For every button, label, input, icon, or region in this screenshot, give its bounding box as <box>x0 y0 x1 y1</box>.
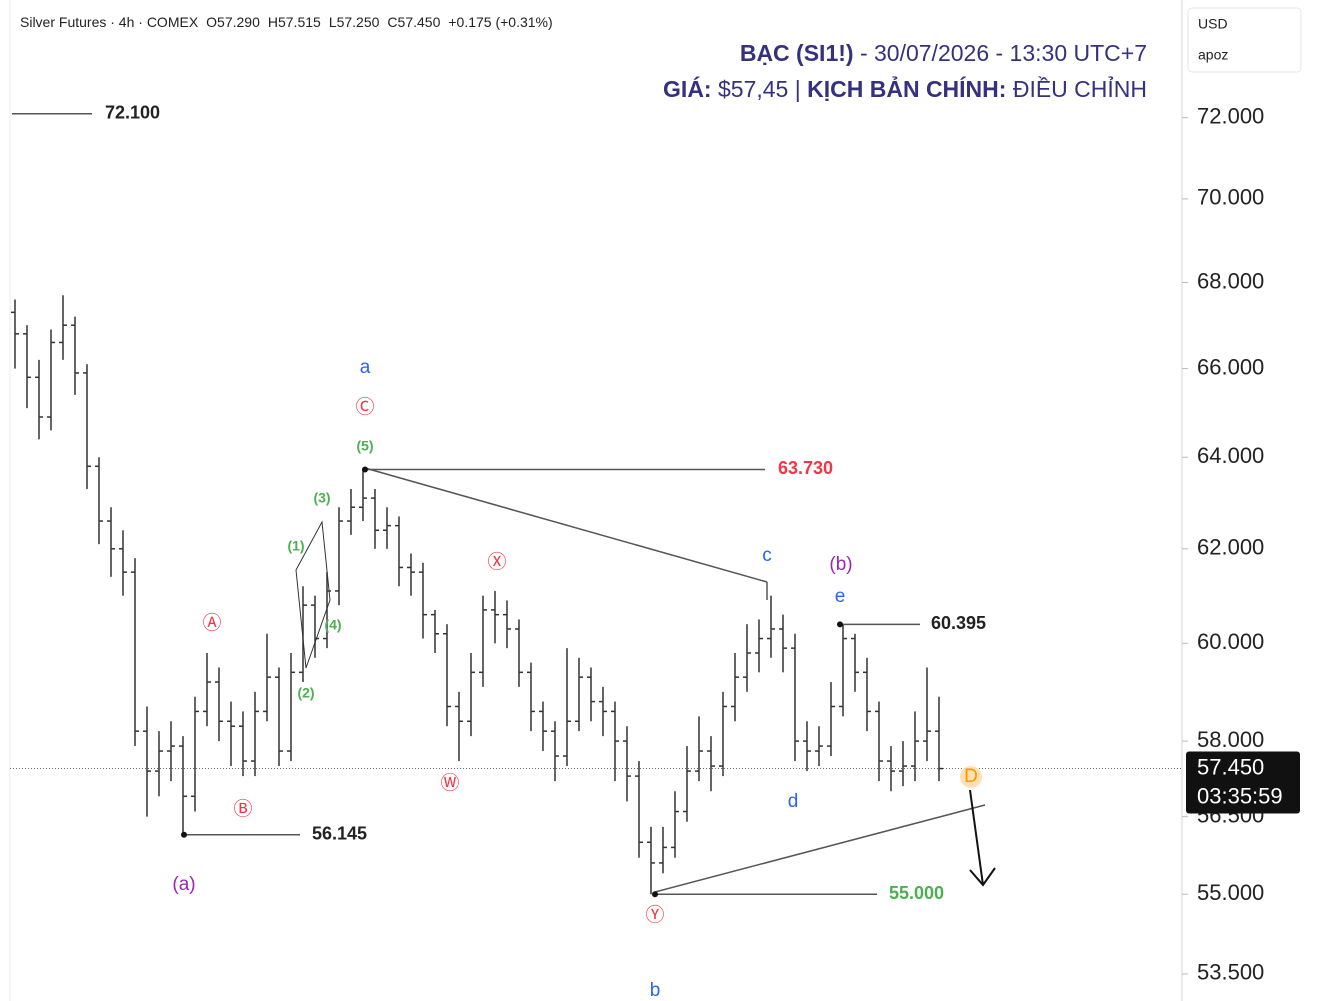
currency-box[interactable] <box>1187 7 1302 73</box>
wave-label: a <box>360 357 371 378</box>
wave-label: d <box>788 791 799 812</box>
header: Silver Futures · 4h · COMEX O57.290 H57.51… <box>20 14 553 30</box>
wave-label: D <box>964 766 978 787</box>
label-bg <box>960 766 982 788</box>
ohlc-open: O57.290 <box>206 14 260 30</box>
y-tick-label: 53.500 <box>1197 960 1264 985</box>
ohlc-close: C57.450 <box>387 14 440 30</box>
title-part: GIÁ: <box>663 75 712 102</box>
level-label: 56.145 <box>312 824 367 844</box>
countdown: 03:35:59 <box>1197 783 1283 808</box>
level-label: 55.000 <box>889 883 944 903</box>
y-tick-label: 72.000 <box>1197 104 1264 129</box>
title-part: - 30/07/2026 - 13:30 UTC+7 <box>854 40 1147 66</box>
title-part: ĐIỀU CHỈNH <box>1006 74 1147 102</box>
price-box <box>1186 751 1300 814</box>
level-label: 60.395 <box>931 613 986 633</box>
wave-label: c <box>762 545 772 566</box>
y-tick-label: 68.000 <box>1197 268 1264 293</box>
level-label: 63.730 <box>778 458 833 478</box>
wave-label: Ⓦ <box>440 772 459 794</box>
level-dot <box>181 831 187 838</box>
level-dot <box>652 891 658 898</box>
y-tick-label: 60.000 <box>1197 629 1264 654</box>
trendline <box>364 467 768 583</box>
y-tick-label: 58.000 <box>1197 727 1264 752</box>
title-part: BẠC (SI1!) <box>740 40 854 66</box>
level-dot <box>837 621 843 628</box>
wave-label: Ⓒ <box>355 396 374 418</box>
arrow <box>969 789 996 887</box>
level-label: 72.100 <box>105 102 160 122</box>
y-tick-label: 66.000 <box>1197 354 1264 379</box>
ohlc-high: H57.515 <box>268 14 321 30</box>
y-tick-label: 70.000 <box>1197 185 1264 210</box>
wave-label: (b) <box>829 554 852 575</box>
y-tick-label: 62.000 <box>1197 535 1264 560</box>
title-part: KỊCH BẢN CHÍNH: <box>807 74 1006 102</box>
wave-label: Ⓐ <box>202 612 221 634</box>
wave-label: Ⓧ <box>487 551 506 573</box>
wave-label: (2) <box>297 685 314 701</box>
wave-label: (a) <box>172 874 195 895</box>
account: apoz <box>1198 47 1228 63</box>
currency: USD <box>1198 16 1228 32</box>
title: BẠC (SI1!) - 30/07/2026 - 13:30 UTC+7 GIÁ… <box>663 40 1147 102</box>
wave-label: b <box>650 980 661 1001</box>
level-dot <box>362 466 368 473</box>
change: +0.175 (+0.31%) <box>448 14 552 30</box>
wave-label: (5) <box>356 438 373 454</box>
y-tick-label: 64.000 <box>1197 443 1264 468</box>
wave-label: (4) <box>324 617 341 633</box>
ohlc-low: L57.250 <box>329 14 380 30</box>
symbol: Silver Futures · 4h · COMEX <box>20 14 199 30</box>
price-label: 57.450 <box>1197 754 1264 779</box>
wave-label: (1) <box>287 538 304 554</box>
title-part: $57,45 | <box>712 76 808 102</box>
wave-label: Ⓨ <box>645 904 664 926</box>
trendline <box>654 804 986 893</box>
wave-label: Ⓑ <box>233 798 252 820</box>
wave-label: (3) <box>313 490 330 506</box>
y-tick-label: 55.000 <box>1197 880 1264 905</box>
wave-label: e <box>835 586 846 607</box>
